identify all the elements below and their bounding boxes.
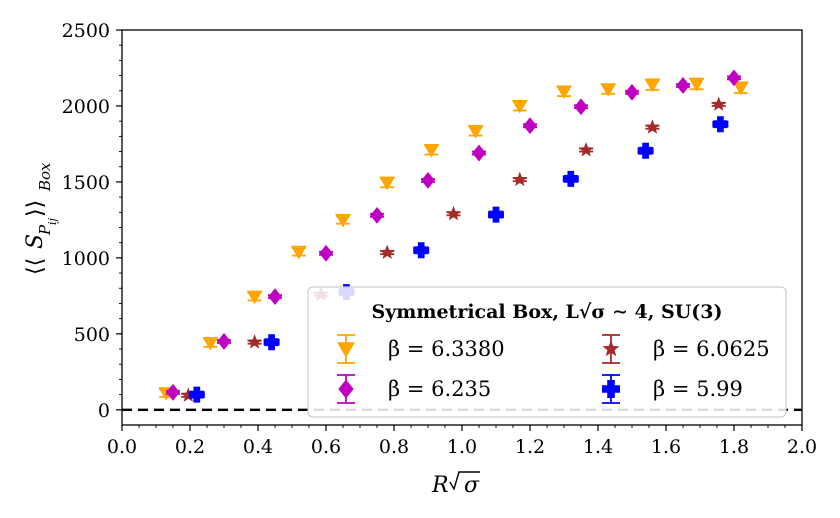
data-point xyxy=(379,176,396,191)
svg-text:σ: σ xyxy=(464,473,480,498)
data-point xyxy=(246,334,263,349)
data-point xyxy=(676,77,690,94)
x-tick-label: 0.8 xyxy=(379,436,409,458)
data-point xyxy=(523,117,537,135)
data-point xyxy=(263,334,280,351)
y-tick-label: 2000 xyxy=(62,96,110,118)
series-0 xyxy=(158,77,749,401)
data-point xyxy=(644,78,661,93)
data-point xyxy=(423,144,440,158)
svg-text:⟩⟩: ⟩⟩ xyxy=(23,200,48,217)
x-tick-label: 2.0 xyxy=(787,436,817,458)
series-1 xyxy=(166,69,741,401)
data-point xyxy=(188,386,205,403)
svg-text:P: P xyxy=(36,224,54,236)
data-point xyxy=(644,119,661,134)
x-tick-label: 0.6 xyxy=(311,436,341,458)
x-tick-label: 1.0 xyxy=(447,436,477,458)
data-point xyxy=(600,83,617,97)
legend-entry-3: β = 5.99 xyxy=(602,374,743,404)
y-tick-label: 1500 xyxy=(62,172,110,194)
data-point xyxy=(370,206,384,224)
data-point xyxy=(578,142,594,157)
y-axis-label: ⟨⟨ S P ij ⟩⟩ Box xyxy=(23,162,59,275)
svg-text:ij: ij xyxy=(46,217,59,225)
data-point xyxy=(562,170,579,187)
legend-entry-2: β = 6.0625 xyxy=(602,334,770,364)
data-point xyxy=(379,244,395,260)
y-tick-label: 1000 xyxy=(62,248,110,270)
svg-text:Box: Box xyxy=(36,162,54,192)
data-point xyxy=(290,245,307,260)
svg-text:S: S xyxy=(23,234,48,249)
data-point xyxy=(625,83,639,101)
x-tick-label: 1.2 xyxy=(515,436,545,458)
data-point xyxy=(319,244,333,262)
legend: Symmetrical Box, L√σ ∼ 4, SU(3) β = 6.338… xyxy=(307,286,787,418)
data-point xyxy=(445,205,462,221)
data-point xyxy=(166,383,180,401)
y-tick-label: 2500 xyxy=(62,20,110,42)
data-point xyxy=(472,144,486,162)
data-point xyxy=(512,171,528,187)
data-point xyxy=(511,99,528,114)
x-tick-label: 1.8 xyxy=(719,436,749,458)
x-axis-label: R σ xyxy=(431,471,480,498)
data-point xyxy=(268,288,282,306)
data-point xyxy=(556,85,572,100)
data-point xyxy=(574,98,588,116)
legend-entry-0: β = 6.3380 xyxy=(337,334,505,364)
data-point xyxy=(217,333,231,350)
y-tick-label: 500 xyxy=(74,324,110,346)
legend-title: Symmetrical Box, L√σ ∼ 4, SU(3) xyxy=(371,301,722,323)
x-tick-label: 1.6 xyxy=(651,436,681,458)
data-point xyxy=(488,206,504,223)
data-point xyxy=(413,242,430,259)
svg-text:R: R xyxy=(431,473,449,498)
data-point xyxy=(727,69,741,87)
x-tick-label: 0.2 xyxy=(175,436,205,458)
x-tick-label: 0.0 xyxy=(107,436,137,458)
data-point xyxy=(688,77,705,92)
y-tick-label: 0 xyxy=(98,400,110,422)
data-point xyxy=(335,213,351,228)
svg-text:⟨⟨: ⟨⟨ xyxy=(23,258,48,275)
legend-label: β = 6.235 xyxy=(388,377,491,401)
data-point xyxy=(246,290,263,305)
legend-box xyxy=(307,286,787,418)
data-point xyxy=(712,116,729,133)
legend-label: β = 6.3380 xyxy=(388,337,505,361)
legend-entry-1: β = 6.235 xyxy=(337,374,491,404)
x-tick-label: 0.4 xyxy=(243,436,273,458)
data-point xyxy=(637,142,654,159)
data-point xyxy=(711,96,727,111)
legend-label: β = 5.99 xyxy=(653,377,743,401)
data-point xyxy=(421,172,435,189)
legend-label: β = 6.0625 xyxy=(653,337,770,361)
data-point xyxy=(202,336,219,351)
x-tick-label: 1.4 xyxy=(583,436,613,458)
data-point xyxy=(467,125,484,139)
